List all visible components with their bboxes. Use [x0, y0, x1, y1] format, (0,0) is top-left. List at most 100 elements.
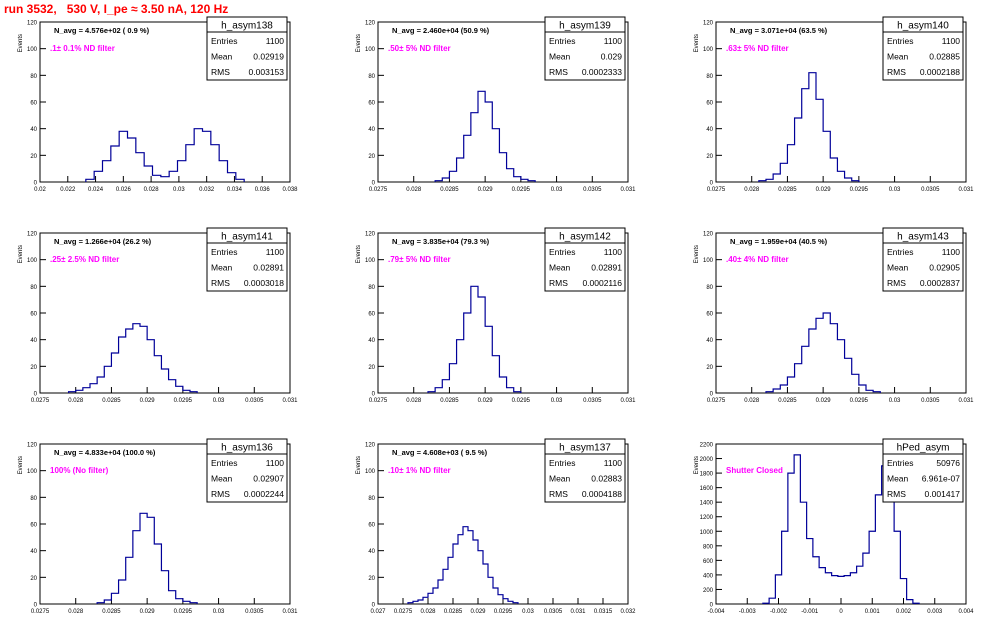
histogram-bin [90, 384, 97, 393]
x-tick-label: 0.029 [478, 187, 494, 193]
x-tick-label: -0.003 [739, 609, 757, 615]
stats-key: Entries [549, 458, 575, 468]
navg-label: N_avg = 2.460e+04 (50.9 %) [392, 26, 490, 35]
histogram-bin [795, 364, 802, 393]
histogram-bin [513, 603, 518, 604]
x-tick-label: 0.029 [140, 398, 156, 404]
stats-value: 6.961e-07 [922, 474, 961, 484]
x-tick-label: -0.004 [707, 609, 725, 615]
stats-key: Entries [887, 458, 913, 468]
histogram-bin [219, 161, 227, 182]
x-tick-label: 0.029 [140, 609, 156, 615]
histogram-bin [863, 553, 869, 604]
y-tick-label: 120 [27, 232, 38, 238]
panel-h_asym136: 0 20 40 60 80 100 120 0.0275 0.028 0.0285 0.029 0.0… [18, 438, 298, 615]
stats-value: 1100 [266, 247, 285, 257]
histogram-bin [809, 73, 816, 182]
y-tick-label: 20 [368, 365, 375, 371]
histogram-bin [773, 174, 780, 182]
y-tick-label: 20 [368, 576, 375, 582]
y-tick-label: 20 [30, 154, 37, 160]
histogram-name: h_asym137 [559, 443, 611, 454]
y-tick-label: 0 [372, 603, 376, 609]
histogram-bin [845, 178, 852, 182]
x-tick-label: 0.029 [816, 187, 832, 193]
x-tick-label: 0.001 [865, 609, 881, 615]
histogram-bin [449, 171, 456, 182]
histogram-bin [140, 513, 147, 604]
stats-value: 0.0004188 [582, 489, 622, 499]
y-tick-label: 60 [368, 523, 375, 529]
histogram-bin [775, 575, 781, 604]
histogram-bin [800, 502, 806, 604]
histogram-bin [894, 531, 900, 604]
histogram-bin [183, 601, 190, 604]
x-tick-label: 0.022 [60, 187, 76, 193]
x-tick-label: 0.03 [551, 398, 563, 404]
histogram-series [96, 512, 198, 604]
y-tick-label: 100 [365, 47, 376, 53]
histogram-series [758, 72, 860, 182]
histogram-bin [782, 531, 788, 604]
histogram-bin [457, 340, 464, 393]
y-tick-label: 600 [703, 559, 714, 565]
histogram-bin [111, 593, 118, 604]
navg-label: N_avg = 3.071e+04 (63.5 %) [730, 26, 828, 35]
x-tick-label: 0.0285 [440, 398, 459, 404]
histogram-bin [136, 153, 144, 182]
histogram-bin [816, 99, 823, 182]
stats-value: 0.0002244 [244, 489, 284, 499]
histogram-series [434, 90, 536, 182]
stats-value: 0.0003018 [244, 278, 284, 288]
x-tick-label: 0.0285 [778, 187, 797, 193]
y-tick-label: 0 [710, 392, 714, 398]
x-tick-label: 0.03 [213, 398, 225, 404]
y-tick-label: 40 [30, 127, 37, 133]
histogram-bin [413, 601, 418, 604]
stats-value: 0.02919 [253, 52, 284, 62]
histogram-bin [449, 364, 456, 393]
y-tick-label: 80 [30, 496, 37, 502]
histogram-bin [458, 535, 463, 604]
histogram-bin [457, 158, 464, 182]
histogram-bin [176, 386, 183, 393]
stats-value: 0.0002188 [920, 67, 960, 77]
histogram-bin [514, 177, 521, 182]
stats-box [544, 453, 626, 503]
histogram-bin [478, 91, 485, 182]
x-tick-label: 0.028 [68, 609, 84, 615]
stats-key: Mean [549, 474, 571, 484]
y-tick-label: 2200 [700, 443, 714, 449]
y-tick-label: 60 [30, 523, 37, 529]
histogram-bin [111, 353, 118, 393]
stats-value: 1100 [942, 36, 961, 46]
stats-key: RMS [887, 278, 906, 288]
histogram-bin [528, 181, 535, 182]
x-tick-label: -0.002 [770, 609, 788, 615]
histogram-bin [759, 181, 766, 182]
histogram-bin [907, 600, 913, 604]
histogram-bin [780, 163, 787, 182]
y-tick-label: 200 [703, 588, 714, 594]
x-tick-label: 0.029 [478, 398, 494, 404]
histogram-bin [97, 603, 104, 604]
y-tick-label: 100 [27, 469, 38, 475]
stats-key: Entries [211, 458, 237, 468]
x-tick-label: 0.0305 [921, 398, 940, 404]
y-tick-label: 60 [706, 312, 713, 318]
histogram-bin [823, 313, 830, 393]
histogram-bin [438, 580, 443, 604]
x-tick-label: 0.028 [420, 609, 436, 615]
stats-value: 0.02885 [929, 52, 960, 62]
filter-label: .25± 2.5% ND filter [50, 255, 119, 264]
x-tick-label: 0.0275 [369, 187, 388, 193]
y-tick-label: 0 [710, 181, 714, 187]
y-tick-label: 20 [706, 365, 713, 371]
stats-key: Mean [211, 474, 233, 484]
histogram-bin [837, 171, 844, 182]
histogram-bin [236, 179, 244, 182]
histogram-bin [766, 392, 773, 393]
x-tick-label: 0.02 [34, 187, 46, 193]
y-tick-label: 120 [365, 443, 376, 449]
stats-key: Mean [887, 263, 909, 273]
